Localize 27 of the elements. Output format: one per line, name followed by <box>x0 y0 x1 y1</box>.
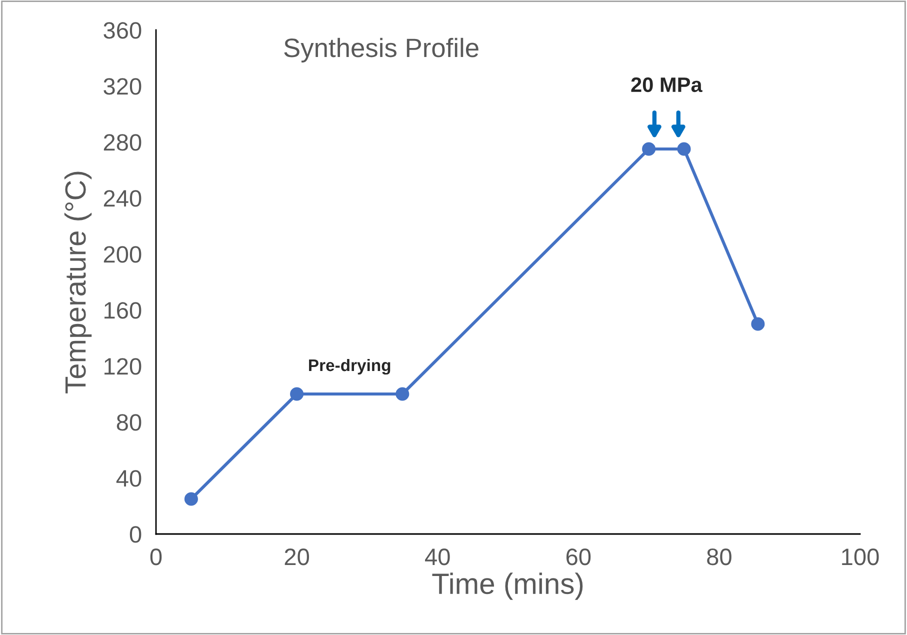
point <box>642 142 656 156</box>
x-axis-title: Time (mins) <box>432 572 583 600</box>
y-axis-title: Temperature (°C) <box>64 172 92 394</box>
point <box>396 387 410 401</box>
x-tick-label: 40 <box>425 548 450 566</box>
point <box>290 387 304 401</box>
annotation: Pre-drying <box>309 358 390 375</box>
point <box>751 317 765 331</box>
y-tick-label: 160 <box>104 302 142 319</box>
y-tick-label: 200 <box>104 246 142 263</box>
y-tick-label: 120 <box>104 358 142 375</box>
point <box>677 142 691 156</box>
point <box>184 492 198 506</box>
y-tick-label: 320 <box>104 78 142 95</box>
y-tick-label: 80 <box>116 414 142 431</box>
y-tick-label: 360 <box>104 22 142 39</box>
x-tick-label: 20 <box>284 548 310 566</box>
x-tick-label: 0 <box>150 548 162 566</box>
y-tick-label: 0 <box>130 526 142 543</box>
x-tick-label: 100 <box>842 548 879 566</box>
y-tick-label: 40 <box>116 470 142 487</box>
chart-title: Synthesis Profile <box>284 38 478 62</box>
y-tick-label: 240 <box>104 190 142 207</box>
annotation: 20 MPa <box>631 77 702 92</box>
x-tick-label: 80 <box>707 548 732 566</box>
x-tick-label: 60 <box>566 548 591 566</box>
y-tick-label: 280 <box>104 134 142 151</box>
